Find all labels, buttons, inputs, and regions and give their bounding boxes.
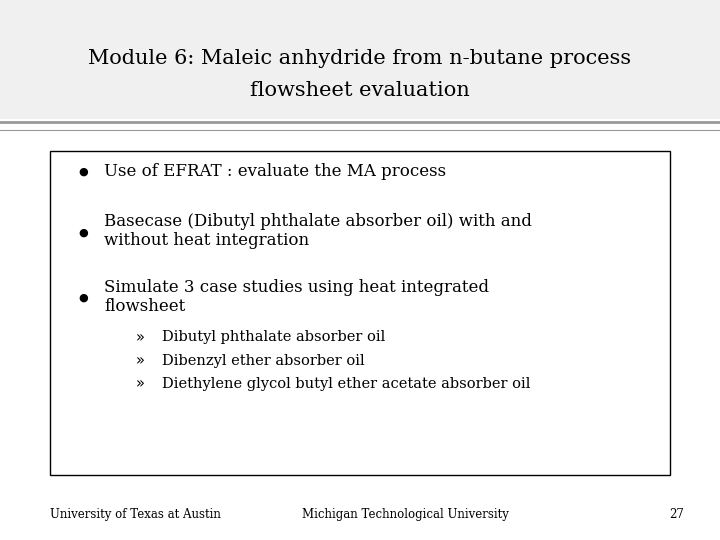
Text: 27: 27 xyxy=(669,508,684,521)
Text: ●: ● xyxy=(78,166,88,176)
Text: ●: ● xyxy=(78,227,88,237)
Text: flowsheet evaluation: flowsheet evaluation xyxy=(250,81,470,100)
Text: Use of EFRAT : evaluate the MA process: Use of EFRAT : evaluate the MA process xyxy=(104,163,446,180)
Text: Diethylene glycol butyl ether acetate absorber oil: Diethylene glycol butyl ether acetate ab… xyxy=(162,377,531,391)
Text: ●: ● xyxy=(78,293,88,303)
Bar xyxy=(0,0,720,119)
FancyBboxPatch shape xyxy=(50,151,670,475)
Bar xyxy=(0,119,720,540)
Text: »: » xyxy=(136,376,145,392)
Text: Dibenzyl ether absorber oil: Dibenzyl ether absorber oil xyxy=(162,354,364,368)
Text: Simulate 3 case studies using heat integrated: Simulate 3 case studies using heat integ… xyxy=(104,279,490,296)
Text: »: » xyxy=(136,330,145,345)
Text: Basecase (Dibutyl phthalate absorber oil) with and: Basecase (Dibutyl phthalate absorber oil… xyxy=(104,213,532,230)
Text: flowsheet: flowsheet xyxy=(104,298,186,315)
Text: University of Texas at Austin: University of Texas at Austin xyxy=(50,508,221,521)
Text: Michigan Technological University: Michigan Technological University xyxy=(302,508,509,521)
Text: Module 6: Maleic anhydride from n-butane process: Module 6: Maleic anhydride from n-butane… xyxy=(89,49,631,68)
Text: »: » xyxy=(136,353,145,368)
Text: Dibutyl phthalate absorber oil: Dibutyl phthalate absorber oil xyxy=(162,330,385,345)
Text: without heat integration: without heat integration xyxy=(104,232,310,249)
